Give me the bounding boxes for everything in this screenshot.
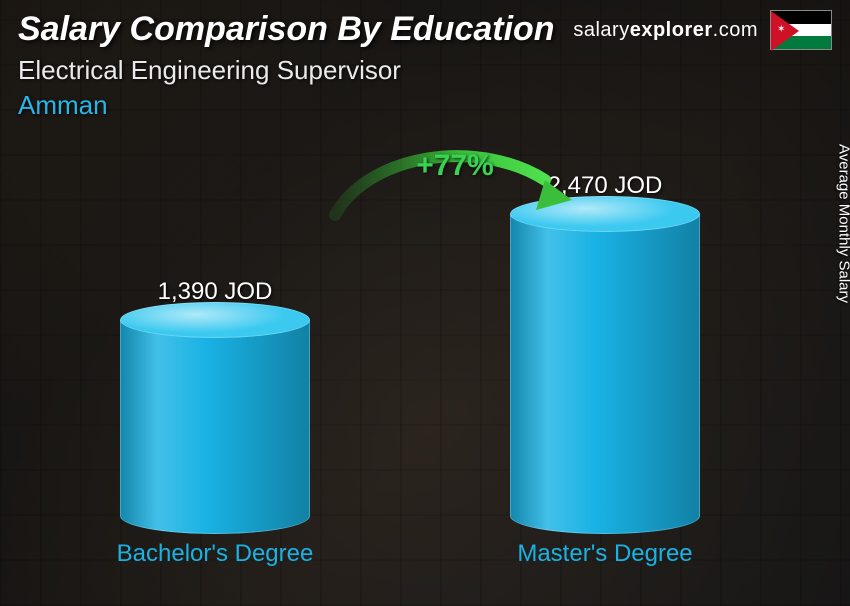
flag-icon: ✶: [770, 10, 832, 50]
bar-body: [510, 214, 700, 534]
bar-x-label: Bachelor's Degree: [65, 540, 365, 568]
bar-bachelors: 1,390 JOD: [100, 278, 330, 534]
page-city: Amman: [18, 90, 555, 121]
brand-prefix: salary: [573, 19, 629, 41]
bar-body: [120, 320, 310, 534]
brand-suffix: .com: [713, 19, 758, 41]
y-axis-label: Average Monthly Salary: [836, 144, 850, 303]
salary-chart: 1,390 JOD 2,470 JOD Bachelor's Degree Ma…: [60, 160, 790, 576]
bars-container: 1,390 JOD 2,470 JOD Bachelor's Degree Ma…: [60, 160, 790, 576]
title-block: Salary Comparison By Education Electrica…: [18, 10, 555, 121]
bar-x-label: Master's Degree: [455, 540, 755, 568]
page-subtitle: Electrical Engineering Supervisor: [18, 55, 555, 86]
brand-bold: explorer: [630, 19, 713, 41]
bar-top: [510, 196, 700, 232]
header: Salary Comparison By Education Electrica…: [18, 10, 832, 121]
bar-3d: [120, 320, 310, 534]
bar-top: [120, 302, 310, 338]
page-title: Salary Comparison By Education: [18, 10, 555, 49]
bar-masters: 2,470 JOD: [490, 172, 720, 534]
brand-logo: salaryexplorer.com: [573, 19, 758, 42]
bar-3d: [510, 214, 700, 534]
header-right: salaryexplorer.com ✶: [573, 10, 832, 50]
flag-star-icon: ✶: [777, 24, 785, 35]
